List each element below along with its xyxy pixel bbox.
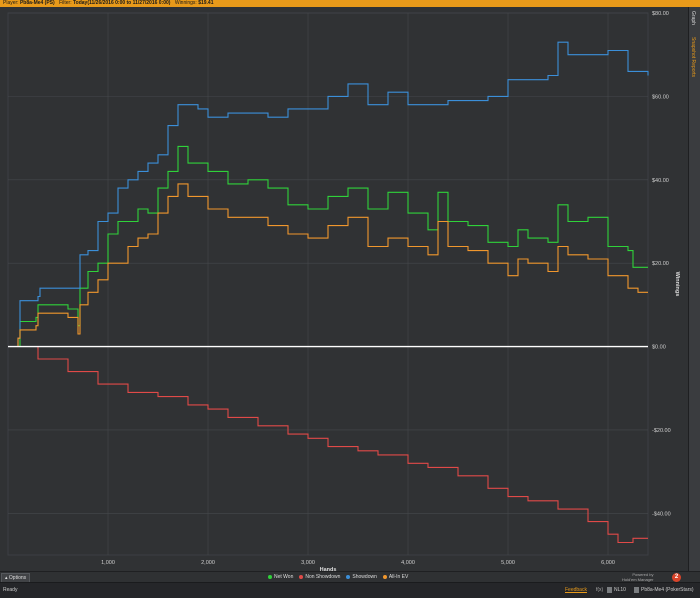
player-icon <box>634 587 639 593</box>
stake-label: NL10 <box>614 587 626 593</box>
legend-label: Non Showdown <box>305 574 340 580</box>
filter-info-bar: Player: Pb8a-Me4 (PS) Filter: Today(11/2… <box>0 0 700 7</box>
options-label: Options <box>9 575 26 581</box>
legend-label: Net Won <box>274 574 293 580</box>
powered-by: Powered by Hold'em Manager <box>622 572 653 582</box>
x-tick-label: 4,000 <box>401 560 415 566</box>
series-net-won <box>8 146 648 346</box>
series-showdown <box>8 42 648 346</box>
winnings-value: $19.41 <box>198 0 213 6</box>
x-tick-label: 5,000 <box>501 560 515 566</box>
x-tick-label: 6,000 <box>601 560 615 566</box>
y-tick-label: $80.00 <box>652 11 669 17</box>
y-tick-label: -$40.00 <box>652 511 671 517</box>
filter-value: Today(11/26/2016 0:00 to 11/27/2016 0:00… <box>73 0 170 6</box>
legend-swatch-icon <box>299 575 303 579</box>
right-tab-panel: Graph Snapshot Reports <box>688 7 700 571</box>
player-label-status: Pb8a-Me4 (PokerStars) <box>641 587 694 593</box>
player-indicator[interactable]: Pb8a-Me4 (PokerStars) <box>634 583 694 598</box>
legend-item[interactable]: All-In EV <box>383 574 408 580</box>
winnings-graph[interactable]: $80.00 $60.00 $40.00 $20.00 $0.00 -$20.00 -$40… <box>0 7 688 571</box>
status-bar: Ready Feedback f(x) NL10 Pb8a-Me4 (Poker… <box>0 582 700 598</box>
legend-swatch-icon <box>346 575 350 579</box>
chevron-up-icon: ▴ <box>5 575 8 581</box>
plot-frame <box>8 13 648 555</box>
database-icon <box>607 587 612 593</box>
winnings-label: Winnings: <box>175 0 197 6</box>
legend-item[interactable]: Net Won <box>268 574 293 580</box>
hm-logo-icon: 2 <box>672 573 681 582</box>
fx-icon[interactable]: f(x) <box>596 583 603 598</box>
chart-area: $80.00 $60.00 $40.00 $20.00 $0.00 -$20.00 -$40… <box>0 7 688 571</box>
stake-indicator[interactable]: NL10 <box>607 583 626 598</box>
legend-item[interactable]: Non Showdown <box>299 574 340 580</box>
chart-legend: Net Won Non Showdown Showdown All-In EV <box>268 574 414 581</box>
y-tick-label: $60.00 <box>652 94 669 100</box>
tab-snapshot-reports[interactable]: Snapshot Reports <box>690 37 696 77</box>
status-text: Ready <box>3 583 17 598</box>
legend-label: All-In EV <box>389 574 408 580</box>
legend-label: Showdown <box>352 574 376 580</box>
y-tick-label: $40.00 <box>652 178 669 184</box>
player-label: Player: <box>3 0 19 6</box>
feedback-link[interactable]: Feedback <box>565 583 587 598</box>
filter-label: Filter: <box>59 0 72 6</box>
legend-swatch-icon <box>383 575 387 579</box>
legend-item[interactable]: Showdown <box>346 574 376 580</box>
y-axis-title: Winnings <box>674 272 680 297</box>
x-tick-label: 3,000 <box>301 560 315 566</box>
y-tick-label: -$20.00 <box>652 428 671 434</box>
y-tick-label: $20.00 <box>652 261 669 267</box>
legend-swatch-icon <box>268 575 272 579</box>
y-tick-label: $0.00 <box>652 345 666 351</box>
x-tick-label: 1,000 <box>101 560 115 566</box>
tab-graph[interactable]: Graph <box>690 11 696 25</box>
player-value: Pb8a-Me4 (PS) <box>20 0 55 6</box>
x-tick-label: 2,000 <box>201 560 215 566</box>
